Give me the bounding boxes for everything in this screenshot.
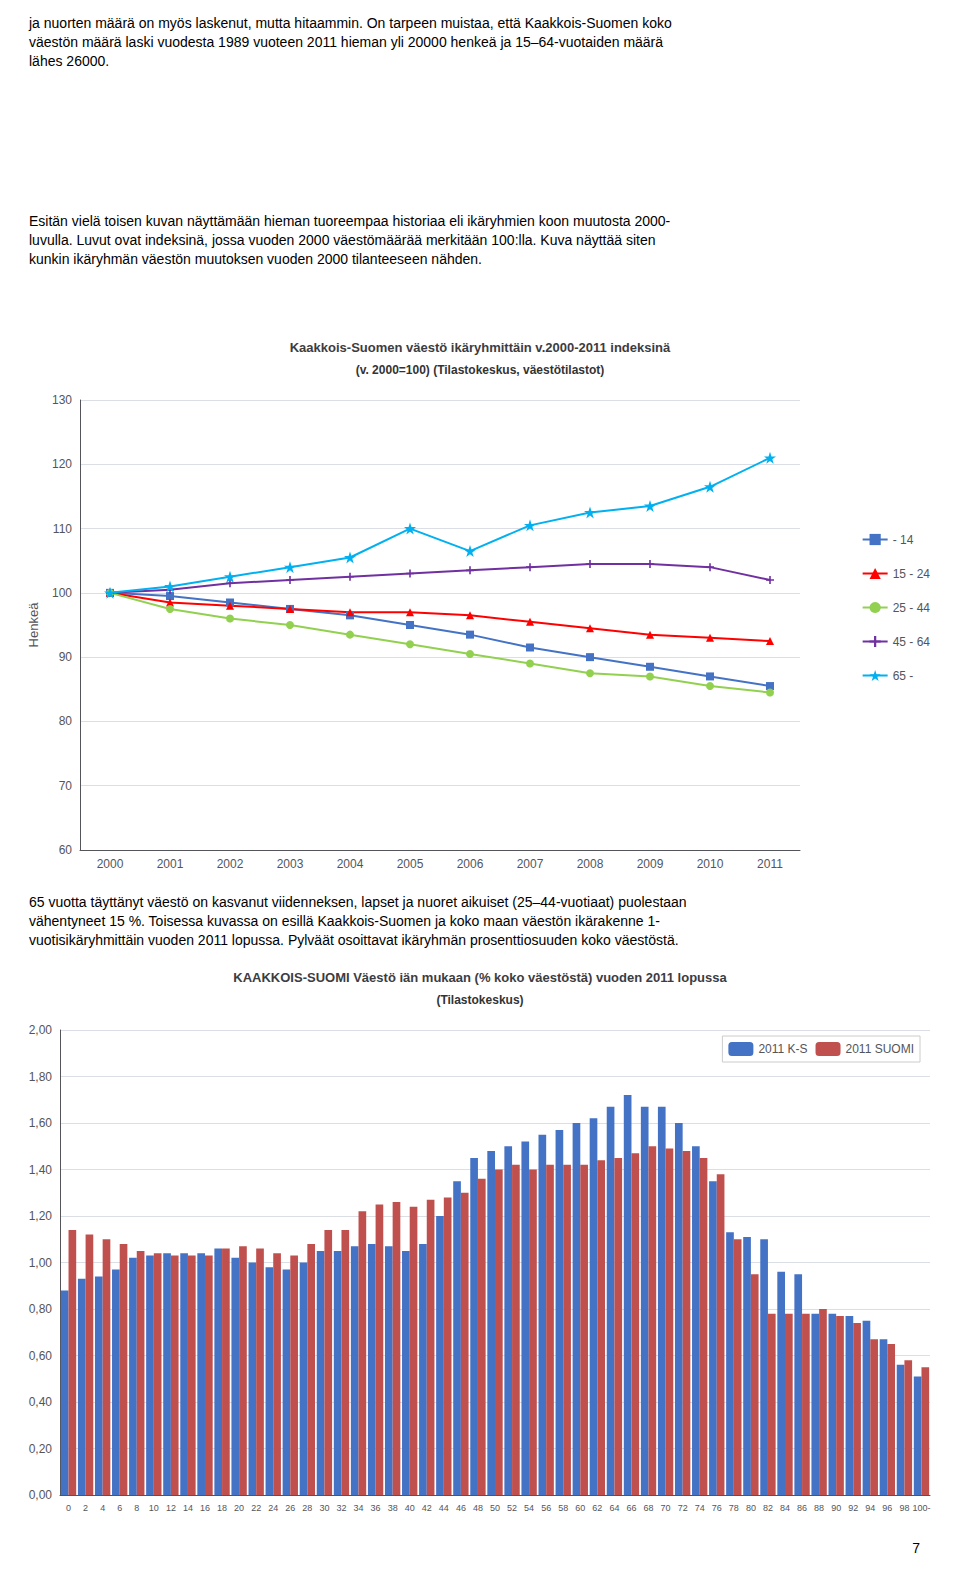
svg-text:40: 40 [405,1503,415,1513]
svg-text:2003: 2003 [277,857,304,871]
svg-text:1,80: 1,80 [29,1070,53,1084]
svg-text:98: 98 [899,1503,909,1513]
svg-text:58: 58 [558,1503,568,1513]
svg-text:100-: 100- [912,1503,930,1513]
svg-text:60: 60 [575,1503,585,1513]
html-text:65 vuotta täyttänyt väestö on: 65 vuotta täyttänyt väestö on kasvanut v… [29,894,687,948]
svg-text:36: 36 [371,1503,381,1513]
svg-text:- 14: - 14 [893,533,914,547]
svg-text:14: 14 [183,1503,193,1513]
svg-text:(Tilastokeskus): (Tilastokeskus) [436,993,523,1007]
svg-text:80: 80 [59,714,73,728]
svg-text:90: 90 [831,1503,841,1513]
svg-text:(v. 2000=100) (Tilastokeskus,: (v. 2000=100) (Tilastokeskus, väestötila… [356,363,605,377]
svg-text:0,20: 0,20 [29,1442,53,1456]
svg-text:1,60: 1,60 [29,1116,53,1130]
svg-text:72: 72 [678,1503,688,1513]
svg-text:70: 70 [59,779,73,793]
svg-text:45 - 64: 45 - 64 [893,635,931,649]
svg-text:2002: 2002 [217,857,244,871]
svg-text:2010: 2010 [697,857,724,871]
svg-text:0,80: 0,80 [29,1302,53,1316]
svg-text:46: 46 [456,1503,466,1513]
svg-text:2009: 2009 [637,857,664,871]
svg-text:1,00: 1,00 [29,1256,53,1270]
svg-text:25 - 44: 25 - 44 [893,601,931,615]
svg-text:0: 0 [66,1503,71,1513]
svg-text:2011 SUOMI: 2011 SUOMI [846,1042,914,1056]
svg-text:54: 54 [524,1503,534,1513]
svg-text:2005: 2005 [397,857,424,871]
svg-text:2: 2 [83,1503,88,1513]
svg-text:68: 68 [644,1503,654,1513]
svg-text:Henkeä: Henkeä [26,602,41,648]
svg-text:76: 76 [712,1503,722,1513]
svg-text:80: 80 [746,1503,756,1513]
svg-text:6: 6 [117,1503,122,1513]
svg-text:12: 12 [166,1503,176,1513]
svg-text:44: 44 [439,1503,449,1513]
svg-text:24: 24 [268,1503,278,1513]
svg-text:0,40: 0,40 [29,1395,53,1409]
svg-text:2001: 2001 [157,857,184,871]
svg-text:18: 18 [217,1503,227,1513]
svg-text:62: 62 [592,1503,602,1513]
svg-text:86: 86 [797,1503,807,1513]
svg-text:20: 20 [234,1503,244,1513]
svg-text:42: 42 [422,1503,432,1513]
svg-text:15 - 24: 15 - 24 [893,567,931,581]
svg-text:Kaakkois-Suomen väestö ikäryhm: Kaakkois-Suomen väestö ikäryhmittäin v.2… [290,340,671,355]
svg-text:66: 66 [626,1503,636,1513]
svg-text:2008: 2008 [577,857,604,871]
svg-text:10: 10 [149,1503,159,1513]
svg-text:74: 74 [695,1503,705,1513]
svg-text:100: 100 [52,586,72,600]
svg-text:4: 4 [100,1503,105,1513]
svg-text:2011: 2011 [757,857,783,871]
svg-text:84: 84 [780,1503,790,1513]
svg-text:64: 64 [609,1503,619,1513]
svg-text:2011 K-S: 2011 K-S [758,1042,807,1056]
svg-text:30: 30 [319,1503,329,1513]
svg-text:52: 52 [507,1503,517,1513]
svg-text:94: 94 [865,1503,875,1513]
svg-text:2006: 2006 [457,857,484,871]
svg-text:28: 28 [302,1503,312,1513]
svg-text:0,60: 0,60 [29,1349,53,1363]
svg-text:82: 82 [763,1503,773,1513]
svg-text:38: 38 [388,1503,398,1513]
svg-text:90: 90 [59,650,73,664]
svg-text:88: 88 [814,1503,824,1513]
svg-text:2004: 2004 [337,857,364,871]
svg-text:2007: 2007 [517,857,544,871]
svg-text:130: 130 [52,393,72,407]
svg-text:0,00: 0,00 [29,1488,53,1502]
svg-text:KAAKKOIS-SUOMI Väestö iän muka: KAAKKOIS-SUOMI Väestö iän mukaan (% koko… [233,970,727,985]
svg-text:26: 26 [285,1503,295,1513]
svg-text:92: 92 [848,1503,858,1513]
svg-text:56: 56 [541,1503,551,1513]
svg-text:110: 110 [53,522,72,536]
svg-text:2,00: 2,00 [29,1023,53,1037]
svg-text:1,20: 1,20 [29,1209,53,1223]
svg-text:2000: 2000 [97,857,124,871]
svg-text:16: 16 [200,1503,210,1513]
svg-text:78: 78 [729,1503,739,1513]
svg-text:120: 120 [52,457,72,471]
svg-text:65 -: 65 - [893,669,914,683]
svg-text:1,40: 1,40 [29,1163,53,1177]
svg-text:60: 60 [59,843,73,857]
html-text:7: 7 [912,1540,920,1556]
html-text:ja nuorten määrä on myös laske: ja nuorten määrä on myös laskenut, mutta… [29,15,672,69]
svg-text:50: 50 [490,1503,500,1513]
html-text:Esitän vielä toisen kuvan näyt: Esitän vielä toisen kuvan näyttämään hie… [29,213,671,267]
svg-text:96: 96 [882,1503,892,1513]
svg-text:8: 8 [134,1503,139,1513]
svg-text:34: 34 [354,1503,364,1513]
svg-text:48: 48 [473,1503,483,1513]
svg-text:32: 32 [336,1503,346,1513]
svg-text:70: 70 [661,1503,671,1513]
svg-text:22: 22 [251,1503,261,1513]
